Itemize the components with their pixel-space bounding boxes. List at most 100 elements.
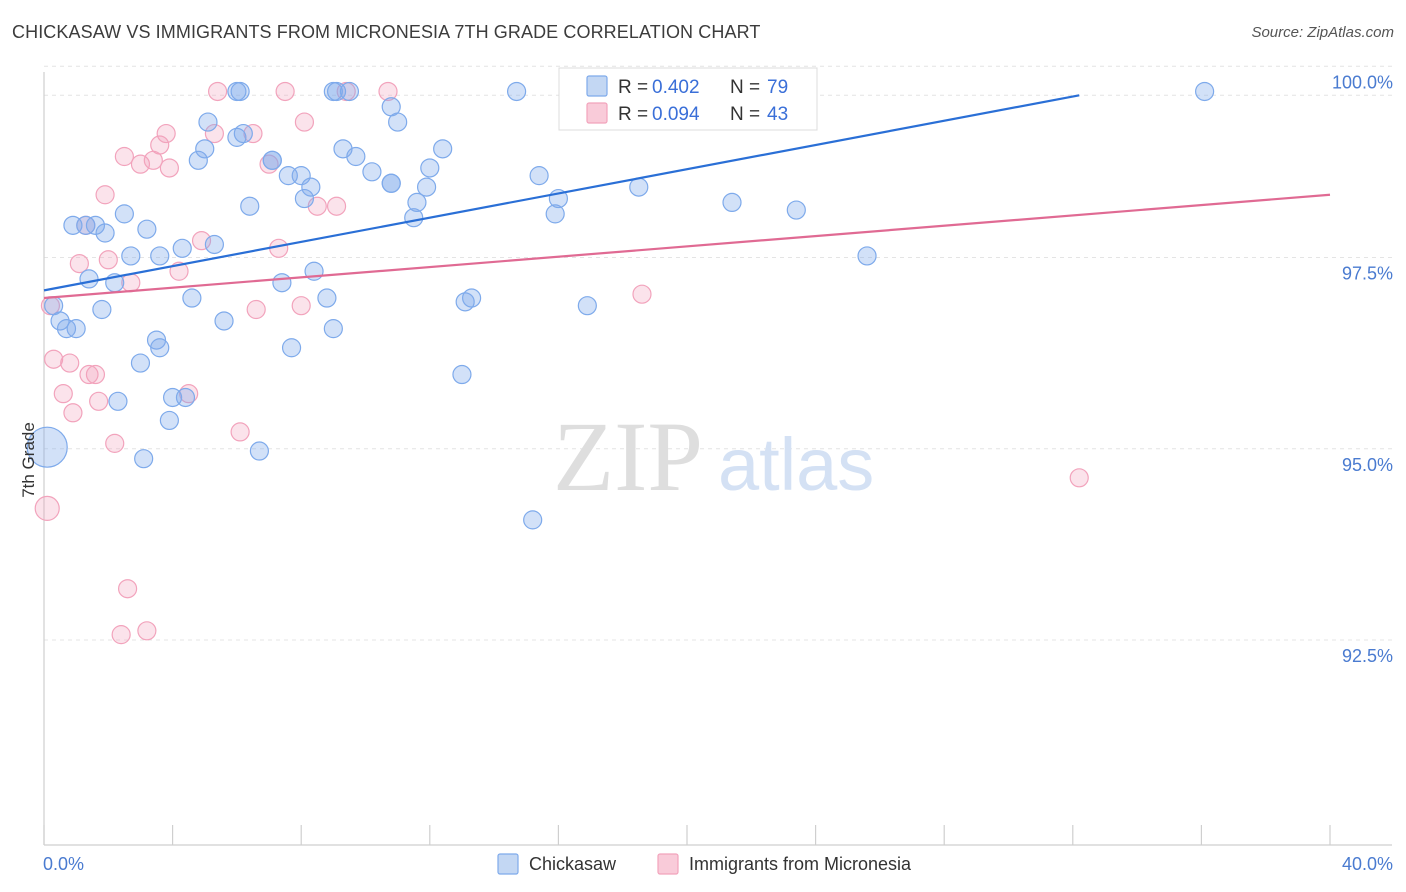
x-tick-label: 40.0% bbox=[1342, 854, 1393, 874]
micronesia-point bbox=[204, 123, 224, 144]
micronesia-point bbox=[44, 349, 64, 369]
micronesia-point bbox=[89, 391, 109, 411]
micronesia-point bbox=[34, 495, 60, 521]
micronesia-point bbox=[150, 135, 170, 155]
chickasaw-point bbox=[507, 81, 527, 102]
x-tick-label: 0.0% bbox=[43, 854, 84, 874]
chickasaw-point bbox=[629, 177, 649, 197]
y-tick-label: 92.5% bbox=[1342, 646, 1393, 666]
micronesia-point bbox=[191, 231, 212, 251]
chickasaw-point bbox=[85, 215, 106, 235]
chickasaw-point bbox=[381, 173, 401, 193]
chickasaw-point bbox=[346, 146, 366, 167]
chickasaw-point bbox=[159, 410, 179, 431]
series-legend-label-chickasaw: Chickasaw bbox=[529, 854, 617, 874]
chickasaw-point bbox=[172, 238, 192, 258]
chickasaw-point bbox=[362, 162, 382, 182]
chickasaw-point bbox=[108, 391, 128, 411]
y-tick-label: 95.0% bbox=[1342, 455, 1393, 475]
y-tick-label: 97.5% bbox=[1342, 264, 1393, 284]
chickasaw-point bbox=[381, 97, 401, 117]
chickasaw-point bbox=[50, 311, 70, 331]
micronesia-point bbox=[159, 158, 179, 178]
legend-n-label: N = bbox=[730, 77, 760, 98]
micronesia-point bbox=[130, 154, 151, 174]
chickasaw-trend-line bbox=[43, 94, 1080, 292]
chickasaw-point bbox=[452, 364, 472, 385]
micronesia-point bbox=[53, 384, 73, 404]
chickasaw-point bbox=[227, 81, 247, 102]
chickasaw-point bbox=[182, 288, 202, 308]
micronesia-point bbox=[632, 284, 652, 304]
chickasaw-point bbox=[433, 139, 453, 159]
chickasaw-point bbox=[323, 319, 343, 339]
micronesia-point bbox=[291, 296, 311, 316]
gridlines bbox=[44, 65, 1392, 641]
chickasaw-point bbox=[523, 510, 543, 530]
chickasaw-point bbox=[204, 234, 224, 255]
chickasaw-point bbox=[339, 81, 360, 102]
micronesia-point bbox=[95, 185, 115, 205]
series-legend-label-micronesia: Immigrants from Micronesia bbox=[689, 854, 912, 874]
chickasaw-point bbox=[545, 204, 565, 224]
micronesia-point bbox=[275, 81, 295, 102]
chickasaw-point bbox=[233, 123, 253, 144]
chickasaw-point bbox=[114, 204, 134, 224]
chickasaw-point bbox=[262, 150, 282, 170]
series-legend-swatch-chickasaw bbox=[497, 853, 519, 875]
chickasaw-point bbox=[294, 188, 315, 209]
micronesia-point bbox=[98, 250, 118, 270]
micronesia-point bbox=[230, 422, 250, 442]
chickasaw-point bbox=[407, 192, 427, 212]
series-legend: Chickasaw Immigrants from Micronesia bbox=[497, 853, 912, 875]
chickasaw-point bbox=[1195, 81, 1215, 102]
legend-n-label: N = bbox=[730, 104, 760, 125]
legend-r-label: R = bbox=[618, 104, 648, 125]
legend-r-label: R = bbox=[618, 77, 648, 98]
watermark: ZIP atlas bbox=[553, 401, 874, 512]
chickasaw-point bbox=[134, 449, 154, 469]
chickasaw-point bbox=[301, 177, 321, 197]
data-points bbox=[26, 81, 1215, 645]
chickasaw-point bbox=[857, 246, 877, 266]
micronesia-point bbox=[137, 621, 157, 641]
micronesia-point bbox=[208, 81, 228, 102]
axes bbox=[43, 72, 1392, 846]
legend-swatch-micronesia bbox=[586, 102, 608, 124]
chickasaw-point bbox=[150, 246, 170, 266]
chickasaw-point bbox=[786, 200, 806, 220]
chickasaw-point bbox=[56, 319, 77, 339]
legend-swatch-chickasaw bbox=[586, 75, 608, 97]
micronesia-point bbox=[111, 625, 131, 645]
y-tick-labels: 92.5% 95.0% 97.5% 100.0% bbox=[1332, 72, 1393, 666]
chart-title: CHICKASAW VS IMMIGRANTS FROM MICRONESIA … bbox=[12, 22, 761, 42]
chickasaw-point bbox=[175, 387, 196, 408]
chickasaw-point bbox=[95, 223, 115, 243]
trend-lines bbox=[43, 94, 1331, 300]
chickasaw-point bbox=[26, 426, 68, 468]
micronesia-point bbox=[246, 299, 266, 320]
micronesia-point bbox=[1069, 468, 1089, 488]
micronesia-point bbox=[85, 364, 106, 385]
chickasaw-point bbox=[214, 311, 234, 331]
micronesia-point bbox=[60, 353, 80, 373]
series-legend-swatch-micronesia bbox=[657, 853, 679, 875]
chickasaw-point bbox=[240, 196, 260, 216]
chickasaw-point bbox=[529, 166, 549, 186]
chickasaw-point bbox=[281, 338, 302, 358]
micronesia-point bbox=[156, 123, 176, 144]
legend-n-value-chickasaw: 79 bbox=[767, 77, 788, 98]
micronesia-point bbox=[378, 81, 398, 102]
legend-r-value-chickasaw: 0.402 bbox=[652, 77, 700, 98]
chickasaw-point bbox=[130, 353, 151, 373]
micronesia-point bbox=[117, 579, 138, 599]
chickasaw-point bbox=[195, 139, 215, 159]
chickasaw-point bbox=[137, 219, 157, 239]
watermark-zip: ZIP bbox=[553, 401, 703, 512]
chickasaw-point bbox=[198, 112, 218, 132]
chickasaw-point bbox=[249, 441, 270, 461]
y-axis-title: 7th Grade bbox=[19, 422, 38, 498]
micronesia-point bbox=[114, 146, 134, 167]
chickasaw-point bbox=[150, 338, 170, 358]
